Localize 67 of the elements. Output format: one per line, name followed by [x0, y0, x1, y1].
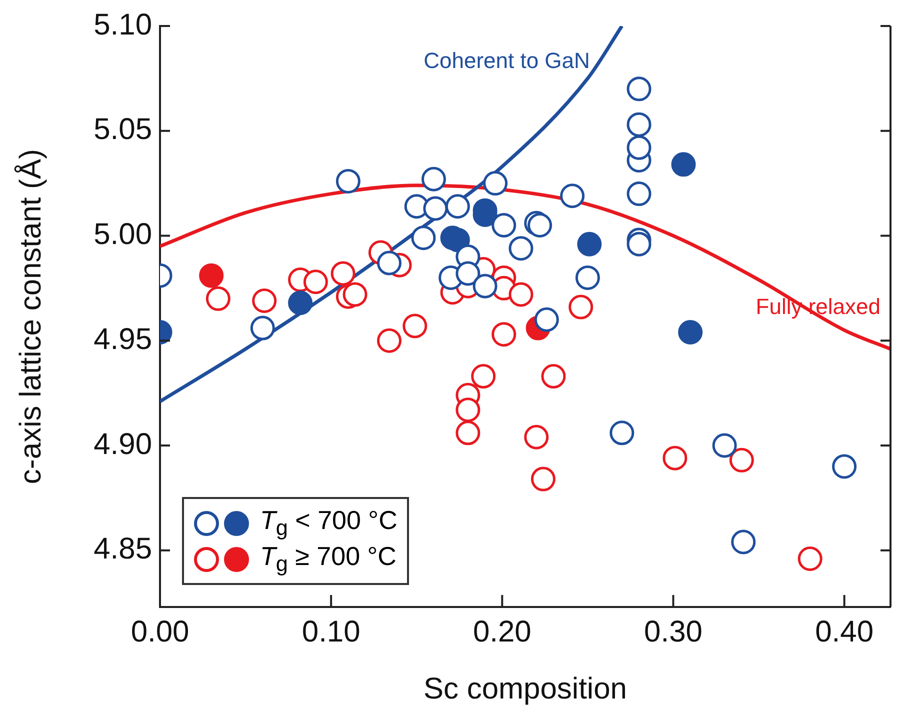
point [336, 168, 360, 194]
series-label: Fully relaxed [756, 294, 880, 319]
point [492, 213, 516, 238]
point [376, 328, 402, 353]
point [471, 364, 496, 389]
x-tick-label: 0.30 [644, 615, 702, 648]
x-tick-label: 0.10 [302, 615, 360, 648]
point [421, 166, 446, 192]
y-tick-label: 4.95 [94, 322, 152, 356]
point [445, 194, 470, 219]
point [541, 364, 566, 389]
point [376, 250, 402, 276]
point [456, 261, 480, 286]
y-tick-label: 5.10 [94, 8, 152, 42]
point [250, 316, 275, 340]
point [610, 420, 634, 446]
point [524, 424, 549, 450]
x-tick-label: 0.00 [130, 615, 190, 648]
point [662, 446, 688, 470]
point [626, 76, 652, 102]
point [206, 286, 230, 311]
point [423, 196, 448, 221]
legend-label: T$_{g}$ ≥ 700 °C [260, 540, 396, 578]
point [530, 466, 556, 492]
legend-label: T$_{g}$ < 700 °C [260, 504, 398, 542]
point [712, 433, 737, 458]
point [626, 135, 652, 160]
point [342, 282, 368, 307]
point [508, 282, 534, 307]
point [678, 320, 703, 344]
point [492, 322, 516, 347]
point [577, 232, 602, 256]
series-label: Coherent to GaN [424, 48, 590, 74]
y-axis-title: c-axis lattice constant (Å) [13, 148, 48, 484]
point [288, 290, 313, 316]
point [626, 112, 652, 137]
x-tick-label: 0.40 [815, 615, 874, 648]
point [671, 152, 696, 177]
point [456, 420, 480, 446]
point [472, 274, 498, 298]
point [199, 263, 224, 288]
point [456, 398, 480, 422]
point [575, 265, 600, 290]
point [626, 182, 652, 206]
point [832, 454, 857, 479]
y-tick-label: 4.90 [94, 428, 152, 461]
point [568, 294, 594, 320]
line-series [160, 26, 624, 404]
point [729, 448, 754, 472]
point [626, 232, 652, 256]
point [798, 546, 822, 572]
point [252, 288, 277, 314]
y-tick-label: 5.00 [94, 218, 152, 252]
point [411, 226, 436, 250]
point [402, 314, 428, 338]
point [330, 261, 356, 286]
x-axis-title: Sc composition [424, 672, 627, 706]
y-tick-label: 4.85 [94, 532, 152, 566]
point [303, 270, 328, 294]
y-tick-label: 5.05 [94, 113, 152, 146]
point [508, 236, 534, 261]
point [731, 530, 756, 554]
line-series [160, 184, 890, 351]
point [560, 184, 585, 208]
point [483, 171, 508, 196]
x-tick-label: 0.20 [472, 615, 532, 648]
point [534, 307, 559, 332]
